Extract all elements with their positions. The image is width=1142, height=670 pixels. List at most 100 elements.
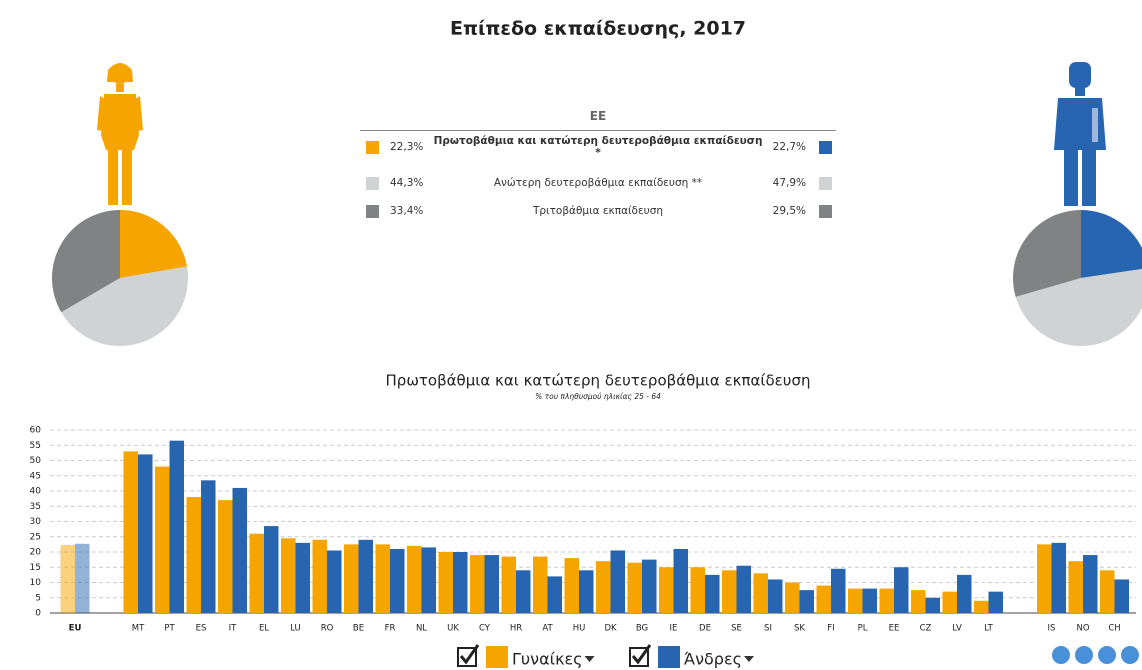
y-tick-label: 25 xyxy=(30,532,41,542)
pie-slice xyxy=(52,210,120,313)
bar xyxy=(484,555,499,613)
bar xyxy=(659,567,674,613)
pie-slice xyxy=(61,266,189,346)
bar xyxy=(138,454,153,613)
social-icons xyxy=(1052,646,1139,664)
pie-slice xyxy=(1015,269,1142,346)
x-tick-label: SE xyxy=(731,624,742,634)
x-tick-label: LU xyxy=(290,624,301,634)
bar xyxy=(831,568,846,613)
legend-label[interactable]: Γυναίκες xyxy=(512,650,583,669)
x-tick-label: DE xyxy=(699,624,711,634)
bar xyxy=(218,500,233,613)
bar xyxy=(1051,542,1066,613)
y-tick-label: 50 xyxy=(30,456,42,466)
table-row: 44,3% Ανώτερη δευτεροβάθμια εκπαίδευση **… xyxy=(360,171,836,199)
x-tick-label: LT xyxy=(984,624,994,634)
embed-icon[interactable] xyxy=(1075,646,1093,664)
x-tick-label: PL xyxy=(858,624,868,634)
bar xyxy=(375,544,390,613)
twitter-icon[interactable] xyxy=(1098,646,1116,664)
bar xyxy=(579,570,594,613)
bar xyxy=(862,588,877,613)
x-tick-label: ES xyxy=(196,624,207,634)
facebook-icon[interactable] xyxy=(1121,646,1139,664)
value-label: 22,3% xyxy=(390,141,424,153)
legend-swatch xyxy=(366,177,379,190)
bar xyxy=(785,582,800,613)
info-icon[interactable] xyxy=(1052,646,1070,664)
legend-swatch xyxy=(486,646,508,668)
pie-slice xyxy=(1013,210,1081,297)
bar xyxy=(438,552,453,613)
bar xyxy=(988,591,1003,613)
x-tick-label: AT xyxy=(542,624,553,634)
bar xyxy=(1083,555,1098,613)
man-icon xyxy=(1054,62,1106,206)
x-tick-label: SI xyxy=(764,624,772,634)
x-tick-label: IS xyxy=(1048,624,1056,634)
bar xyxy=(753,573,768,613)
y-tick-label: 5 xyxy=(35,593,41,603)
x-tick-label: FR xyxy=(385,624,396,634)
bar xyxy=(957,574,972,613)
value-label: 33,4% xyxy=(390,205,424,217)
y-tick-label: 30 xyxy=(30,517,42,527)
bar xyxy=(344,544,359,613)
woman-icon xyxy=(97,63,143,205)
x-tick-label: LV xyxy=(952,624,962,634)
y-tick-label: 45 xyxy=(30,471,41,481)
bar xyxy=(232,487,247,613)
bar xyxy=(736,565,751,613)
chart-subtitle: % του πληθυσμού ηλικίας 25 - 64 xyxy=(535,392,661,401)
x-tick-label: DK xyxy=(604,624,617,634)
bar xyxy=(627,562,642,613)
page-title: Επίπεδο εκπαίδευσης, 2017 xyxy=(450,18,746,40)
table-row: 33,4% Τριτοβάθμια εκπαίδευση 29,5% xyxy=(360,199,836,227)
category-label: Ανώτερη δευτεροβάθμια εκπαίδευση ** xyxy=(493,177,703,189)
y-tick-label: 55 xyxy=(30,441,41,451)
legend-swatch xyxy=(366,141,379,154)
bar xyxy=(327,550,342,613)
value-label: 47,9% xyxy=(772,177,806,189)
bar xyxy=(281,538,296,613)
bar xyxy=(1068,561,1083,613)
summary-table: ΕΕ 22,3% Πρωτοβάθμια και κατώτερη δευτερο… xyxy=(360,104,836,227)
bar xyxy=(123,451,138,613)
x-tick-label: HU xyxy=(573,624,586,634)
legend-label[interactable]: Άνδρες xyxy=(684,650,742,669)
x-tick-label: MT xyxy=(132,624,145,634)
legend-swatch xyxy=(366,205,379,218)
bar xyxy=(610,550,625,613)
bar xyxy=(911,590,926,613)
dropdown-arrow xyxy=(744,656,754,662)
x-tick-label: CH xyxy=(1108,624,1120,634)
bar xyxy=(470,555,485,613)
bar xyxy=(974,600,989,613)
y-tick-label: 20 xyxy=(30,548,42,558)
legend-swatch xyxy=(819,177,832,190)
x-tick-label: IE xyxy=(670,624,678,634)
x-tick-label: CY xyxy=(479,624,491,634)
bar xyxy=(295,542,310,613)
bar xyxy=(768,579,783,613)
bar xyxy=(75,543,90,613)
value-label: 29,5% xyxy=(772,205,806,217)
bar xyxy=(533,556,548,613)
bar xyxy=(894,567,909,613)
legend-swatch xyxy=(819,141,832,154)
dropdown-arrow xyxy=(584,656,595,662)
bar xyxy=(1100,570,1115,613)
bar xyxy=(673,548,688,613)
table-header: ΕΕ xyxy=(360,104,836,131)
bar xyxy=(312,539,327,613)
category-label: Πρωτοβάθμια και κατώτερη δευτεροβάθμια ε… xyxy=(433,135,763,159)
bar xyxy=(155,466,170,613)
y-tick-label: 0 xyxy=(35,609,41,619)
x-tick-label: CZ xyxy=(920,624,932,634)
bar xyxy=(516,570,531,613)
bar xyxy=(596,561,611,613)
bar xyxy=(799,590,814,613)
chart-title: Πρωτοβάθμια και κατώτερη δευτεροβάθμια ε… xyxy=(386,372,811,390)
